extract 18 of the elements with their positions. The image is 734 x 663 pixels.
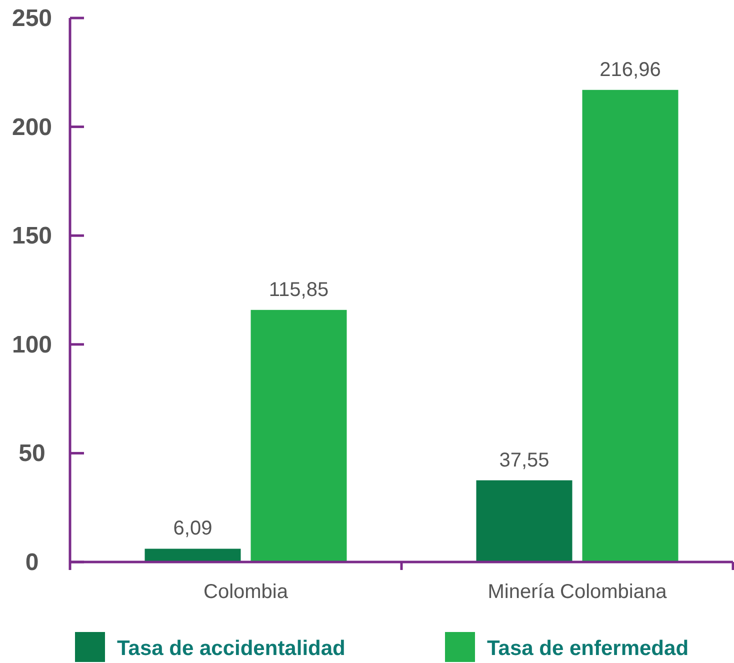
y-tick-label: 50 xyxy=(18,440,46,468)
data-label: 216,96 xyxy=(600,58,661,81)
legend-label: Tasa de accidentalidad xyxy=(117,637,346,660)
y-tick-label: 200 xyxy=(12,114,52,141)
legend-label: Tasa de enfermedad xyxy=(487,637,689,660)
x-tick-label: Minería Colombiana xyxy=(488,581,668,603)
data-label: 115,85 xyxy=(268,278,329,301)
y-tick-label: 0 xyxy=(25,549,39,576)
y-tick-label: 100 xyxy=(12,331,52,358)
data-label: 37,55 xyxy=(499,449,550,472)
data-label: 6,09 xyxy=(173,518,212,540)
x-tick-label: Colombia xyxy=(204,581,289,603)
y-tick-label: 250 xyxy=(12,5,52,32)
bar xyxy=(144,548,241,562)
bar xyxy=(476,480,572,562)
y-tick-label: 150 xyxy=(12,222,52,250)
bar xyxy=(250,310,347,562)
bar xyxy=(582,90,678,562)
